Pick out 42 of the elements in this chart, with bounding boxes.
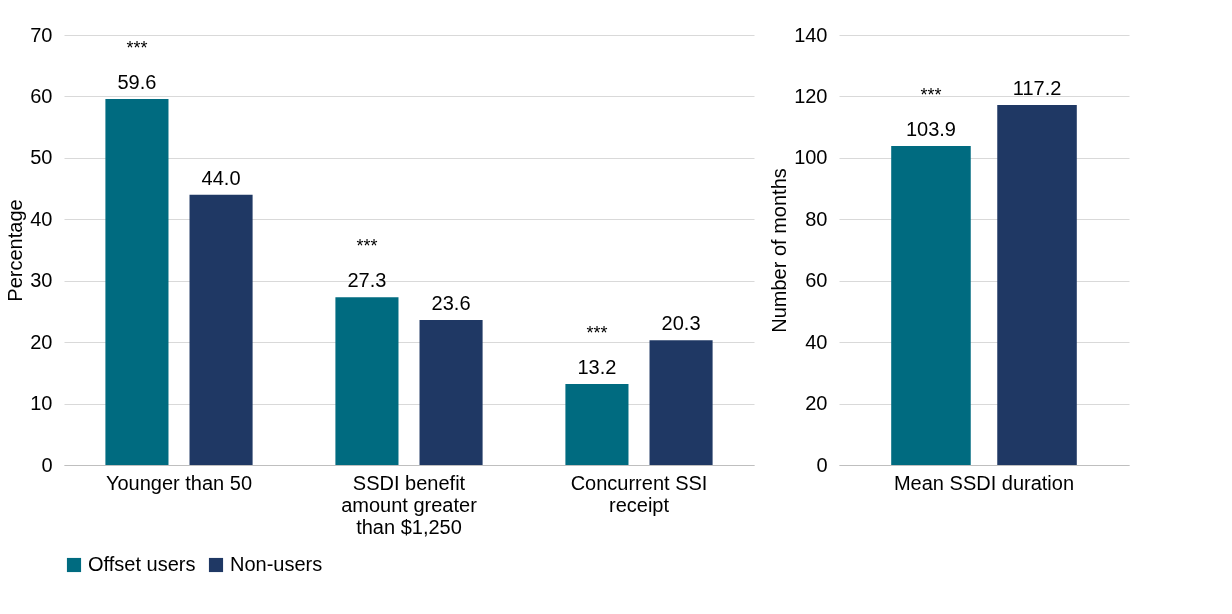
- bar: [649, 340, 713, 465]
- bar: [565, 383, 629, 465]
- legend-label: Offset users: [88, 553, 196, 575]
- y-tick-label: 60: [30, 84, 53, 107]
- legend-label: Non-users: [230, 553, 323, 575]
- x-tick-label: Younger than 50: [105, 471, 253, 494]
- data-label: 13.2: [577, 355, 617, 378]
- y-tick-label: 80: [805, 207, 828, 230]
- x-tick-label: SSDI benefit amount greater than $1,250: [341, 471, 478, 538]
- y-tick-label: 40: [805, 330, 828, 353]
- data-label: 27.3: [347, 269, 387, 292]
- bar: [335, 297, 399, 465]
- x-tick-label: Concurrent SSI receipt: [570, 471, 708, 516]
- annotation: ***: [356, 236, 378, 257]
- data-label: 44.0: [201, 166, 241, 189]
- annotation: ***: [586, 322, 608, 343]
- bar: [419, 320, 483, 465]
- data-label: 103.9: [905, 117, 956, 140]
- data-label: 23.6: [431, 292, 471, 315]
- y-tick-label: 20: [30, 330, 53, 353]
- y-tick-label: 140: [794, 23, 828, 46]
- y-tick-label: 50: [30, 146, 53, 169]
- y-tick-label: 70: [30, 23, 53, 46]
- data-label: 59.6: [117, 70, 157, 93]
- y-tick-label: 0: [41, 453, 53, 476]
- y-tick-label: 120: [794, 84, 828, 107]
- data-label: 117.2: [1012, 77, 1062, 100]
- bar: [189, 194, 253, 465]
- annotation: ***: [126, 37, 148, 58]
- y-axis-title: Percentage: [4, 199, 27, 302]
- y-tick-label: 100: [794, 146, 828, 169]
- y-tick-label: 30: [30, 269, 53, 292]
- y-tick-label: 40: [30, 207, 53, 230]
- annotation: ***: [920, 84, 942, 105]
- data-label: 20.3: [661, 312, 701, 335]
- y-tick-label: 0: [816, 453, 828, 476]
- x-tick-label: Mean SSDI duration: [893, 471, 1075, 494]
- y-axis-title: Number of months: [768, 168, 791, 333]
- bar: [105, 98, 169, 465]
- y-tick-label: 20: [805, 392, 828, 415]
- y-tick-label: 60: [805, 269, 828, 292]
- y-tick-label: 10: [30, 392, 53, 415]
